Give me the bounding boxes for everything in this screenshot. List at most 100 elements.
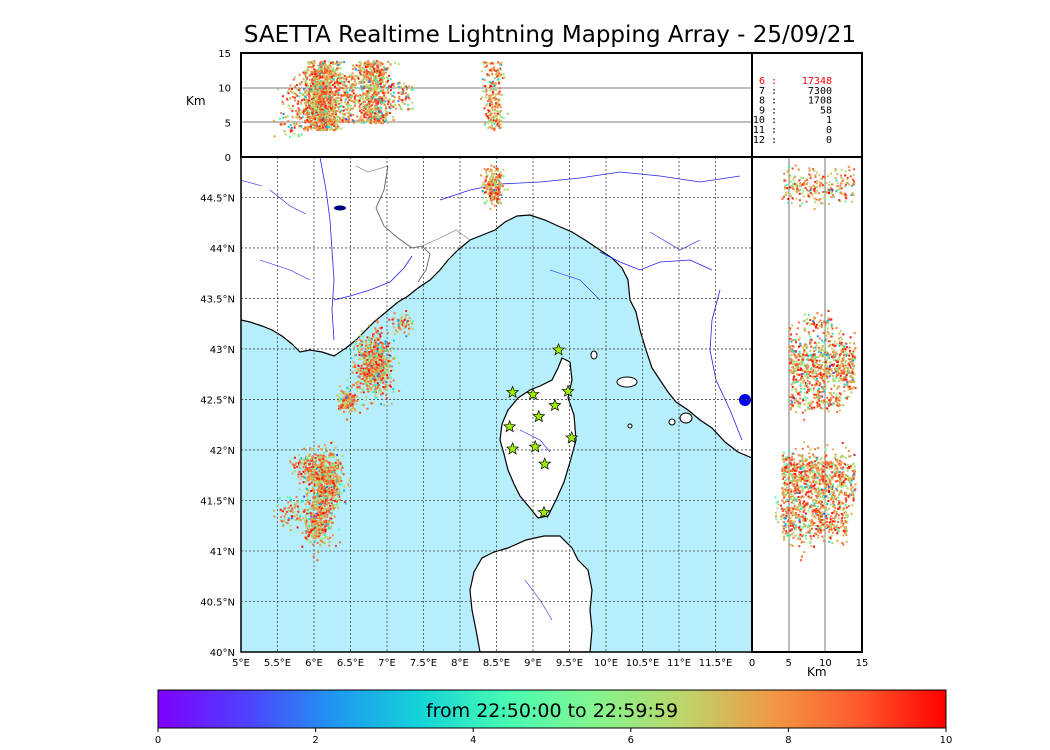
lightning-source bbox=[282, 112, 285, 115]
lightning-source bbox=[791, 382, 794, 385]
lightning-source bbox=[325, 535, 328, 538]
lightning-source bbox=[373, 349, 376, 352]
lightning-source bbox=[343, 91, 346, 94]
lightning-source bbox=[318, 512, 321, 515]
lightning-source bbox=[497, 186, 500, 189]
lightning-source bbox=[309, 101, 312, 104]
lightning-source bbox=[318, 118, 321, 121]
lightning-source bbox=[398, 325, 401, 328]
lightning-source bbox=[313, 81, 316, 84]
lightning-source bbox=[311, 64, 314, 67]
lightning-source bbox=[336, 477, 339, 480]
lightning-source bbox=[494, 104, 497, 107]
lightning-source bbox=[490, 194, 493, 197]
lightning-source bbox=[334, 493, 337, 496]
lightning-source bbox=[408, 317, 411, 320]
lightning-source bbox=[321, 521, 324, 524]
lightning-source bbox=[388, 357, 391, 360]
lightning-source bbox=[276, 504, 279, 507]
stat-stations: 6 : bbox=[759, 76, 777, 87]
lightning-source bbox=[312, 519, 315, 522]
lightning-source bbox=[372, 88, 375, 91]
lightning-source bbox=[311, 519, 314, 522]
lightning-source bbox=[306, 508, 309, 511]
lightning-source bbox=[337, 126, 340, 129]
lightning-source bbox=[303, 108, 306, 111]
lightning-source bbox=[312, 489, 315, 492]
lightning-source bbox=[367, 351, 370, 354]
lightning-source bbox=[484, 191, 487, 194]
lightning-source bbox=[323, 84, 326, 87]
lightning-source bbox=[386, 120, 389, 123]
top-panel-ylabel: Km bbox=[186, 94, 206, 108]
lightning-source bbox=[400, 322, 403, 325]
lightning-source bbox=[303, 102, 306, 105]
lightning-source bbox=[293, 96, 296, 99]
lightning-source bbox=[293, 466, 296, 469]
lightning-source bbox=[384, 96, 387, 99]
lightning-source bbox=[321, 532, 324, 535]
stat-stations: 11 : bbox=[753, 125, 777, 136]
lightning-source bbox=[361, 377, 364, 380]
lightning-source bbox=[485, 175, 488, 178]
lightning-source bbox=[503, 76, 506, 79]
lightning-source bbox=[389, 102, 392, 105]
lightning-source bbox=[497, 124, 500, 127]
lightning-source bbox=[391, 95, 394, 98]
lightning-source bbox=[495, 97, 498, 100]
lightning-source bbox=[321, 477, 324, 480]
lightning-source bbox=[381, 112, 384, 115]
lightning-source bbox=[330, 107, 333, 110]
lightning-source bbox=[379, 378, 382, 381]
lightning-source bbox=[385, 397, 388, 400]
lightning-source bbox=[335, 473, 338, 476]
lightning-source bbox=[289, 498, 292, 501]
lightning-source bbox=[366, 85, 369, 88]
lightning-source bbox=[373, 369, 376, 372]
lightning-source bbox=[366, 371, 369, 374]
lightning-source bbox=[324, 464, 327, 467]
lightning-source bbox=[312, 101, 315, 104]
lightning-source bbox=[370, 62, 373, 65]
lightning-source bbox=[317, 84, 320, 87]
lightning-source bbox=[368, 358, 371, 361]
lightning-source bbox=[365, 352, 368, 355]
lightning-source bbox=[386, 388, 389, 391]
lightning-source bbox=[326, 79, 329, 82]
lightning-source bbox=[317, 64, 320, 67]
stat-count: 1708 bbox=[808, 96, 832, 107]
lightning-source bbox=[360, 353, 363, 356]
lightning-source bbox=[337, 93, 340, 96]
lightning-source bbox=[310, 524, 313, 527]
lightning-source bbox=[400, 319, 403, 322]
lightning-source bbox=[295, 122, 298, 125]
lightning-source bbox=[304, 126, 307, 129]
lightning-source bbox=[338, 408, 341, 411]
lightning-source bbox=[483, 186, 486, 189]
lightning-source bbox=[308, 125, 311, 128]
lightning-source bbox=[372, 60, 375, 63]
lightning-source bbox=[301, 545, 304, 548]
lightning-source bbox=[375, 122, 378, 125]
lightning-source bbox=[329, 508, 332, 511]
lightning-source bbox=[321, 498, 324, 501]
lightning-source bbox=[349, 403, 352, 406]
lightning-source bbox=[827, 369, 830, 372]
lightning-source bbox=[367, 100, 370, 103]
lightning-source bbox=[332, 94, 335, 97]
lightning-source bbox=[317, 94, 320, 97]
lightning-source bbox=[322, 499, 325, 502]
lightning-source bbox=[324, 502, 327, 505]
lightning-source bbox=[365, 354, 368, 357]
lightning-source bbox=[368, 110, 371, 113]
lightning-source bbox=[488, 102, 491, 105]
lightning-source bbox=[490, 169, 493, 172]
lightning-source bbox=[319, 129, 322, 132]
lightning-source bbox=[325, 522, 328, 525]
lightning-source bbox=[301, 99, 304, 102]
lightning-source bbox=[332, 506, 335, 509]
lightning-source bbox=[322, 497, 325, 500]
lightning-source bbox=[314, 108, 317, 111]
lightning-source bbox=[366, 90, 369, 93]
lightning-source bbox=[369, 342, 372, 345]
